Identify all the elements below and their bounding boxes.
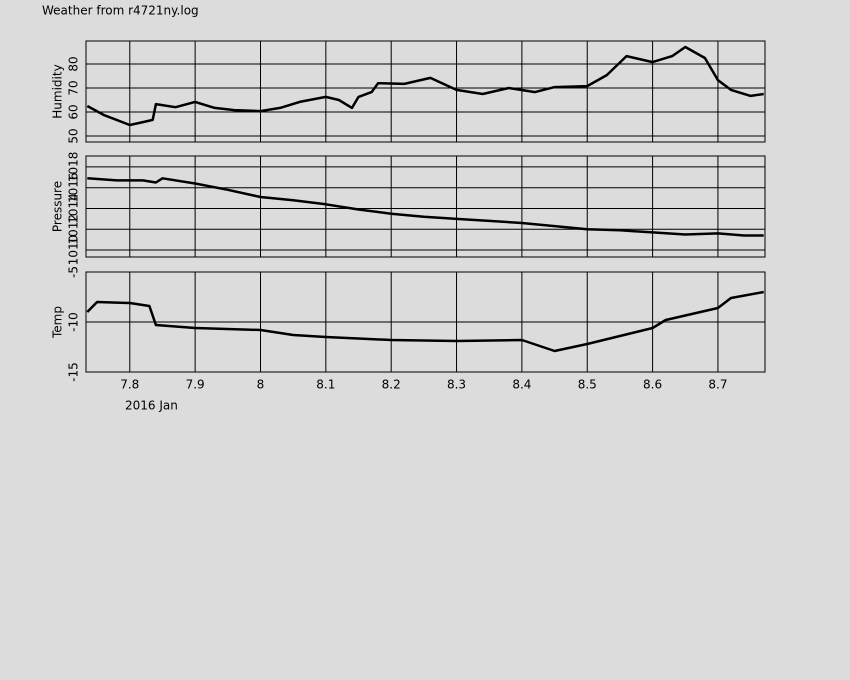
y-tick-label: 50 xyxy=(67,128,81,143)
x-tick-label: 7.9 xyxy=(186,378,205,392)
x-tick-label: 8.2 xyxy=(382,378,401,392)
y-tick-label: 60 xyxy=(67,104,81,119)
y-tick-label: 1012 xyxy=(67,214,81,245)
x-tick-label: 8 xyxy=(257,378,265,392)
y-tick-label: -15 xyxy=(67,362,81,382)
x-tick-label: 8.6 xyxy=(643,378,662,392)
y-tick-label: 1014 xyxy=(67,193,81,224)
y-axis-label: Pressure xyxy=(51,181,65,232)
y-tick-label: 70 xyxy=(67,80,81,95)
y-tick-label: 1016 xyxy=(67,172,81,203)
plot-frame xyxy=(85,271,766,373)
x-tick-label: 8.7 xyxy=(708,378,727,392)
x-tick-label: 8.1 xyxy=(316,378,335,392)
y-tick-label: 80 xyxy=(67,56,81,71)
plot-frame xyxy=(85,155,766,258)
y-tick-label: 1010 xyxy=(67,235,81,266)
x-tick-label: 8.4 xyxy=(512,378,531,392)
plot-frame xyxy=(85,40,766,143)
x-tick-label: 8.3 xyxy=(447,378,466,392)
y-axis-label: Humidity xyxy=(51,64,65,118)
y-tick-label: -5 xyxy=(67,266,81,278)
chart-title: Weather from r4721ny.log xyxy=(42,4,199,18)
y-axis-label: Temp xyxy=(51,306,65,339)
x-tick-label: 7.8 xyxy=(120,378,139,392)
y-tick-label: -10 xyxy=(67,312,81,332)
data-line xyxy=(86,45,764,127)
data-line xyxy=(86,290,764,353)
x-axis-label: 2016 Jan xyxy=(125,399,178,413)
x-tick-label: 8.5 xyxy=(578,378,597,392)
data-line xyxy=(87,177,764,237)
y-tick-label: 1018 xyxy=(67,152,81,183)
